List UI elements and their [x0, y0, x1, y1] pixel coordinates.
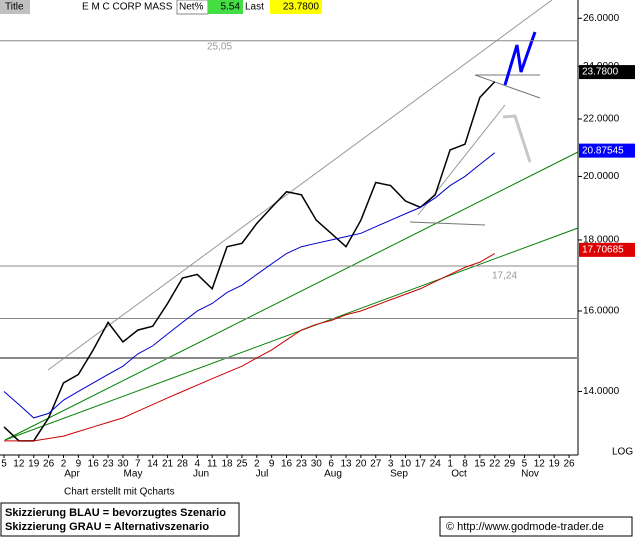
- legend-entry: Skizzierung BLAU = bevorzugtes Szenario: [5, 507, 226, 519]
- x-tick-label: 30: [117, 459, 129, 470]
- value-tag: [579, 242, 635, 257]
- last-value: 23.7800: [283, 2, 320, 13]
- x-tick-label: 23: [103, 459, 115, 470]
- x-tick-label: 9: [76, 459, 82, 470]
- month-label: Aug: [324, 469, 342, 480]
- y-tick-label: 16.0000: [583, 306, 620, 317]
- x-tick-label: 19: [28, 459, 40, 470]
- grey-scenario: [502, 114, 532, 163]
- x-tick-label: 26: [563, 459, 575, 470]
- x-tick-label: 16: [281, 459, 293, 470]
- url-box: [439, 516, 633, 537]
- x-tick-label: 21: [162, 459, 174, 470]
- url: © http://www.godmode-trader.de: [446, 521, 604, 533]
- x-tick-label: 24: [430, 459, 442, 470]
- x-tick-label: 27: [370, 459, 382, 470]
- last-value-cell: [270, 0, 322, 14]
- value-tag-label: 17.70685: [582, 245, 624, 256]
- x-tick-label: 15: [474, 459, 486, 470]
- legend-box: [0, 502, 240, 537]
- trend-line: [4, 151, 579, 441]
- x-tick-label: 4: [195, 459, 201, 470]
- x-tick-label: 17: [415, 459, 427, 470]
- month-label: Sep: [390, 469, 408, 480]
- month-label: Apr: [64, 469, 80, 480]
- x-tick-label: 30: [311, 459, 323, 470]
- y-tick-label: 22.0000: [583, 114, 620, 125]
- net-value: 5.54: [221, 2, 241, 13]
- x-tick-label: 26: [43, 459, 55, 470]
- x-tick-label: 8: [462, 459, 468, 470]
- y-tick-label: 20.0000: [583, 171, 620, 182]
- x-tick-label: 6: [328, 459, 334, 470]
- last-label: Last: [245, 2, 264, 13]
- net-label: Net%: [179, 2, 204, 13]
- x-tick-label: 5: [522, 459, 528, 470]
- title: Title: [5, 2, 24, 13]
- series-line: [4, 253, 495, 442]
- x-tick-label: 11: [207, 459, 218, 470]
- title-cell: [0, 0, 30, 14]
- x-tick-label: 2: [254, 459, 260, 470]
- x-tick-label: 9: [269, 459, 275, 470]
- month-label: May: [124, 469, 143, 480]
- x-tick-label: 12: [13, 459, 25, 470]
- legend-entry: Skizzierung GRAU = Alternativszenario: [5, 521, 209, 533]
- x-tick-label: 19: [549, 459, 561, 470]
- channel-line: [47, 0, 553, 371]
- x-tick-label: 12: [534, 459, 546, 470]
- x-tick-label: 7: [135, 459, 141, 470]
- x-tick-label: 28: [177, 459, 189, 470]
- series-line: [3, 81, 496, 442]
- value-tag-label: 23.7800: [582, 67, 619, 78]
- triangle-line: [474, 74, 541, 99]
- scale-label: LOG: [612, 447, 633, 458]
- value-tag: [579, 65, 635, 80]
- x-tick-label: 20: [355, 459, 367, 470]
- x-tick-label: 29: [504, 459, 516, 470]
- y-tick-label: 14.0000: [583, 386, 620, 397]
- x-tick-label: 13: [340, 459, 352, 470]
- trendlines: [4, 0, 579, 441]
- x-tick-label: 14: [147, 459, 159, 470]
- x-tick-label: 18: [221, 459, 233, 470]
- x-tick-label: 1: [447, 459, 453, 470]
- month-label: Oct: [451, 469, 467, 480]
- month-label: Jun: [193, 469, 209, 480]
- x-tick-label: 23: [296, 459, 308, 470]
- x-tick-label: 5: [1, 459, 7, 470]
- value-tag: [579, 143, 635, 158]
- level-label: 25,05: [207, 41, 232, 52]
- y-tick-label: 26.0000: [583, 13, 620, 24]
- level-label: 17,24: [492, 271, 517, 282]
- credit: Chart erstellt mit Qcharts: [64, 487, 175, 498]
- x-tick-label: 16: [88, 459, 100, 470]
- value-tag-label: 20.87545: [582, 145, 624, 156]
- blue-scenario: [503, 31, 537, 86]
- x-tick-label: 2: [61, 459, 67, 470]
- x-tick-label: 10: [400, 459, 412, 470]
- support-line: [409, 221, 486, 226]
- series-line: [3, 152, 496, 419]
- x-tick-label: 3: [388, 459, 394, 470]
- x-tick-label: 25: [236, 459, 248, 470]
- net-value-cell: [208, 0, 243, 14]
- month-label: Jul: [256, 469, 269, 480]
- trend-line: [4, 227, 579, 441]
- symbol: E M C CORP MASS: [82, 2, 173, 13]
- y-tick-label: 18.0000: [583, 235, 620, 246]
- month-label: Nov: [521, 469, 539, 480]
- x-tick-label: 22: [489, 459, 501, 470]
